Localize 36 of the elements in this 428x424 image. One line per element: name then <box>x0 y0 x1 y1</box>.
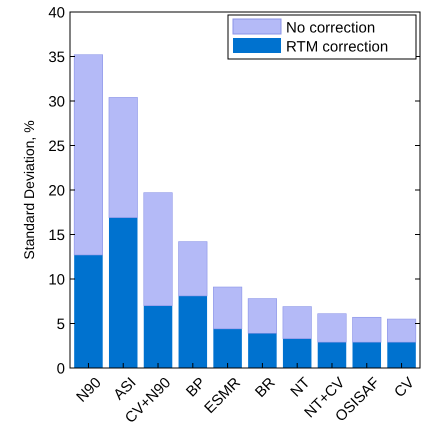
x-tick-label: CV <box>391 374 418 401</box>
y-tick-label: 20 <box>48 182 65 200</box>
y-tick-label: 5 <box>56 316 65 333</box>
bar <box>248 298 277 334</box>
y-tick-label: 40 <box>48 4 65 22</box>
bar <box>144 306 172 368</box>
bar <box>282 306 312 339</box>
x-tick-label: BP <box>182 374 210 400</box>
y-tick-label: 10 <box>48 271 65 288</box>
bar <box>74 254 103 368</box>
y-tick-label: 15 <box>48 226 65 244</box>
y-tick-label: 30 <box>48 93 65 110</box>
bar <box>178 296 208 368</box>
bar <box>108 97 138 218</box>
bar <box>282 338 312 368</box>
bar <box>213 328 242 368</box>
legend-label: RTM correction <box>286 38 388 56</box>
y-tick-label: 0 <box>56 360 65 378</box>
y-axis-title: Standard Deviation, % <box>21 120 37 260</box>
bar <box>352 342 382 368</box>
legend-label: No correction <box>286 19 376 36</box>
bar <box>248 333 277 368</box>
bar <box>387 342 416 368</box>
y-tick-label: 25 <box>48 138 65 155</box>
x-tick-label: BR <box>252 374 279 401</box>
bar <box>74 54 104 256</box>
bar <box>318 342 346 368</box>
bar <box>386 318 416 342</box>
bar <box>178 241 208 296</box>
bar <box>143 192 173 306</box>
bar <box>213 286 242 330</box>
bar <box>352 316 382 342</box>
bar <box>317 313 347 342</box>
bar <box>108 218 138 368</box>
x-tick-label: N90 <box>73 374 105 406</box>
y-tick-label: 35 <box>48 48 65 66</box>
